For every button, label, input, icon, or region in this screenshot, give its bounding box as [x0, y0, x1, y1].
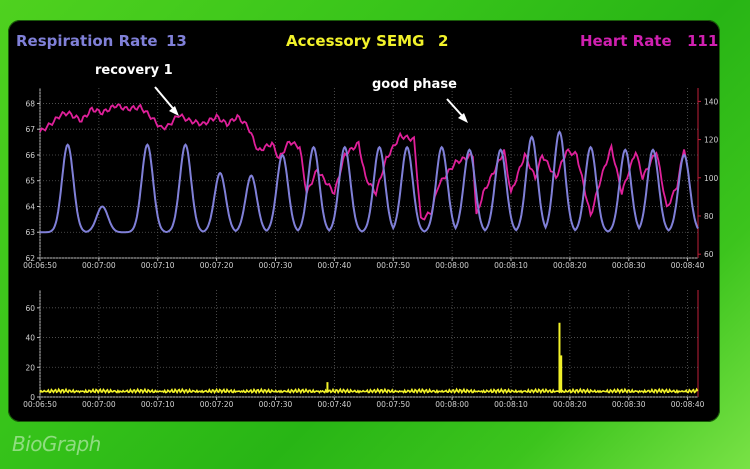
top-x-tick-label: 00:07:50 [376, 261, 410, 270]
top-y-tick-label: 65 [25, 177, 35, 186]
top-x-tick-label: 00:07:20 [200, 261, 234, 270]
bottom-x-tick-label: 00:06:50 [23, 400, 57, 409]
top-x-tick-label: 00:08:00 [435, 261, 469, 270]
bottom-x-tick-label: 00:07:20 [200, 400, 234, 409]
annotation-arrows [154, 86, 468, 123]
respiration-rate-value: 13 [166, 32, 187, 50]
bottom-x-tick-label: 00:07:50 [376, 400, 410, 409]
bottom-x-tick-label: 00:08:40 [671, 400, 705, 409]
bottom-y-tick-label: 60 [25, 304, 35, 313]
respiration-rate-label: Respiration Rate [16, 32, 158, 50]
top-x-tick-label: 00:06:50 [23, 261, 57, 270]
recovery-arrow-head [169, 106, 179, 116]
top-x-tick-label: 00:07:10 [141, 261, 175, 270]
bottom-x-tick-label: 00:08:00 [435, 400, 469, 409]
bottom-x-tick-label: 00:07:30 [259, 400, 293, 409]
heart-rate-label: Heart Rate [580, 32, 672, 50]
top-x-tick-label: 00:07:40 [318, 261, 352, 270]
top-x-tick-label: 00:07:00 [82, 261, 116, 270]
top-x-tick-label: 00:08:20 [553, 261, 587, 270]
respiration-heart-chart: 00:06:50 00:07:00 00:07:10 00:07:20 00:07:30… [23, 88, 719, 270]
top-right-tick-label: 80 [704, 212, 714, 221]
annotation-recovery: recovery 1 [95, 63, 173, 78]
accessory-semg-value: 2 [438, 32, 449, 50]
top-y-tick-label: 63 [25, 228, 35, 237]
top-x-tick-label: 00:08:10 [494, 261, 528, 270]
top-y-tick-label: 68 [25, 99, 35, 108]
top-right-tick-label: 60 [704, 250, 714, 259]
bottom-y-tick-label: 0 [30, 393, 35, 402]
semg-baseline-line [39, 387, 699, 395]
top-right-tick-label: 120 [704, 136, 719, 145]
bottom-y-tick-label: 20 [25, 363, 35, 372]
recovery-arrow-line [154, 86, 177, 113]
semg-chart: 00:06:50 00:07:00 00:07:10 00:07:20 00:07:30… [23, 290, 705, 409]
top-y-tick-label: 67 [25, 125, 35, 134]
top-y-tick-label: 64 [25, 202, 35, 211]
bottom-x-tick-label: 00:07:40 [318, 400, 352, 409]
bottom-x-tick-label: 00:07:00 [82, 400, 116, 409]
heart-rate-value: 111 [687, 32, 719, 50]
bottom-x-tick-label: 00:08:10 [494, 400, 528, 409]
bottom-x-tick-label: 00:07:10 [141, 400, 175, 409]
heart-rate-line [39, 103, 687, 221]
top-x-tick-label: 00:07:30 [259, 261, 293, 270]
accessory-semg-label: Accessory SEMG [286, 32, 425, 50]
good-phase-arrow-head [458, 113, 468, 123]
respiration-line [40, 130, 699, 234]
biograph-logo: BioGraph [12, 432, 101, 456]
bottom-x-tick-label: 00:08:30 [612, 400, 646, 409]
top-x-tick-label: 00:08:40 [671, 261, 705, 270]
annotation-good-phase: good phase [372, 77, 457, 92]
top-y-tick-label: 66 [25, 151, 35, 160]
top-y-tick-label: 62 [25, 254, 35, 263]
top-right-tick-label: 100 [704, 174, 719, 183]
bottom-x-tick-label: 00:08:20 [553, 400, 587, 409]
top-x-tick-label: 00:08:30 [612, 261, 646, 270]
bottom-y-tick-label: 40 [25, 334, 35, 343]
top-right-tick-label: 140 [704, 97, 719, 106]
